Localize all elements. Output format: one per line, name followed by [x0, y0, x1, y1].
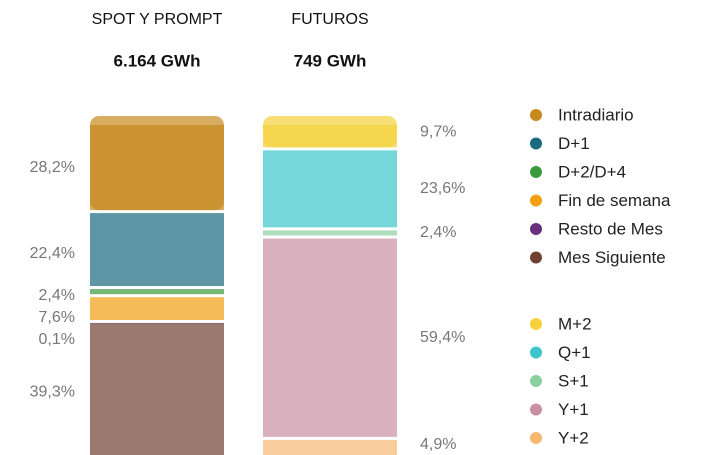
value-label: 28,2% [30, 159, 75, 176]
legend-label: D+2/D+4 [558, 162, 626, 181]
legend-label: Intradiario [558, 105, 634, 124]
legend-marker [530, 318, 542, 330]
value-label: 23,6% [420, 180, 465, 197]
value-label: 59,4% [420, 329, 465, 346]
value-label: 22,4% [30, 245, 75, 262]
bar-segment [263, 439, 397, 455]
value-label: 9,7% [420, 124, 456, 141]
legend-label: M+2 [558, 314, 592, 333]
bar-heading: FUTUROS [291, 11, 368, 28]
value-label: 0,1% [39, 331, 75, 348]
legend-label: Q+1 [558, 343, 591, 362]
bar-total: 6.164 GWh [114, 51, 201, 70]
legend-marker [530, 403, 542, 416]
legend-marker [530, 109, 542, 121]
bar-heading: SPOT Y PROMPT [92, 11, 223, 28]
legend-marker [530, 375, 542, 387]
legend-marker [530, 137, 542, 150]
bar-segment [90, 322, 224, 324]
bar-segment [90, 323, 224, 455]
bar-segment [90, 213, 224, 287]
legend-marker [530, 166, 542, 178]
legend-marker [530, 223, 542, 235]
legend-label: S+1 [558, 371, 589, 390]
bar-segment-cover [263, 125, 397, 148]
value-label: 39,3% [30, 384, 75, 401]
legend-label: D+1 [558, 134, 590, 153]
legend-label: Mes Siguiente [558, 248, 666, 267]
bar-segment [263, 238, 397, 437]
bar-segment [90, 297, 224, 320]
value-label: 2,4% [39, 287, 75, 304]
legend-marker [530, 346, 542, 359]
legend-marker [530, 194, 542, 207]
legend-label: Resto de Mes [558, 219, 663, 238]
bar-segment-cover [90, 125, 224, 211]
bar-total: 749 GWh [294, 51, 367, 70]
value-label: 2,4% [420, 224, 456, 241]
legend-marker [530, 432, 542, 444]
legend-label: Y+1 [558, 400, 589, 419]
bar-segment [263, 230, 397, 236]
value-label: 7,6% [39, 309, 75, 326]
legend-marker [530, 251, 542, 264]
legend-label: Fin de semana [558, 191, 671, 210]
legend-label: Y+2 [558, 428, 589, 447]
value-label: 4,9% [420, 436, 456, 453]
bar-segment [90, 289, 224, 295]
bar-segment [263, 150, 397, 228]
